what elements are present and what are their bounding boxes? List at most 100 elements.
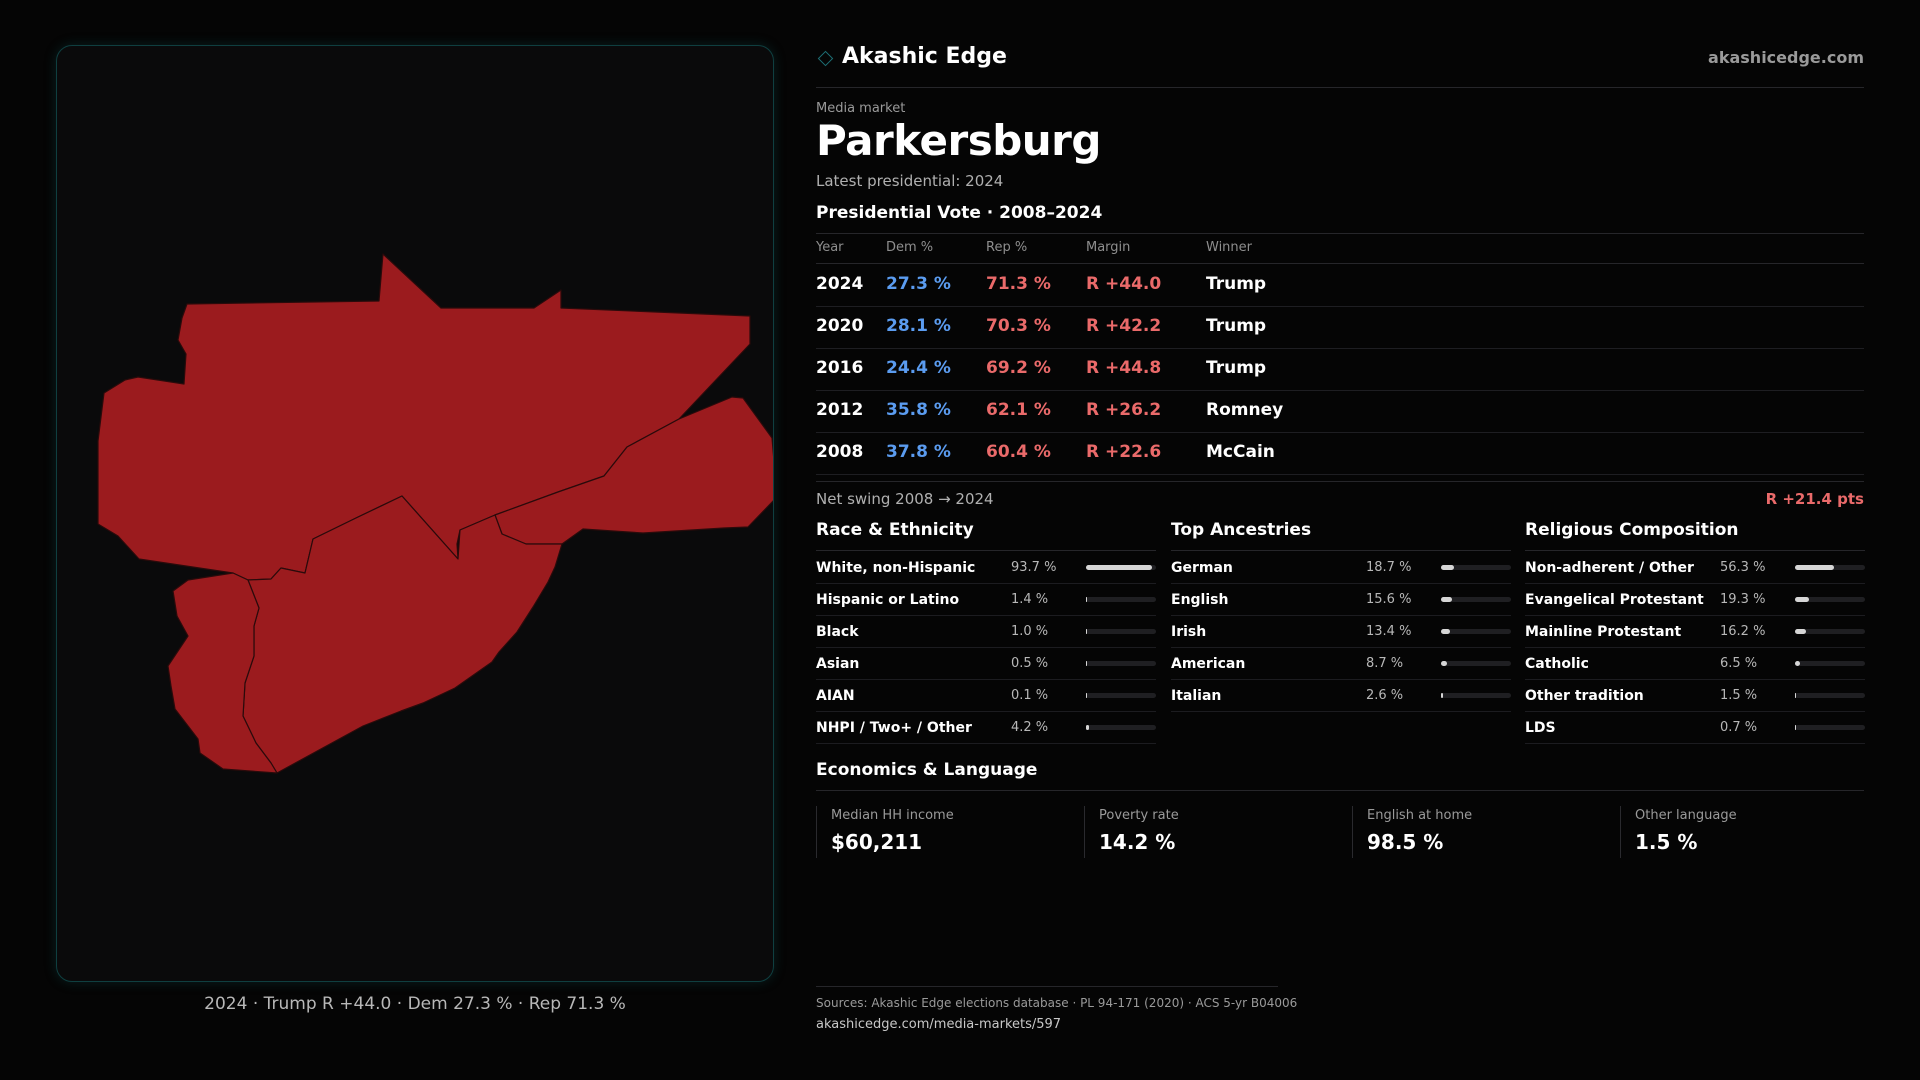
bar-track bbox=[1795, 661, 1865, 666]
econ-stat-other-language: Other language 1.5 % bbox=[1620, 806, 1871, 858]
religion-label: Non-adherent / Other bbox=[1525, 560, 1694, 576]
vote-header-year: Year bbox=[816, 240, 844, 255]
bar-fill bbox=[1795, 629, 1807, 634]
religion-value: 1.5 % bbox=[1720, 688, 1758, 703]
vote-winner: Trump bbox=[1206, 274, 1267, 294]
bar-track bbox=[1441, 597, 1511, 602]
religion-value: 19.3 % bbox=[1720, 592, 1766, 607]
bar-fill bbox=[1086, 597, 1087, 602]
bar-fill bbox=[1795, 565, 1835, 570]
race-section-title: Race & Ethnicity bbox=[816, 520, 974, 540]
ancestry-value: 18.7 % bbox=[1366, 560, 1412, 575]
vote-rep: 69.2 % bbox=[986, 358, 1051, 378]
list-item: English 15.6 % bbox=[1171, 583, 1511, 616]
race-label: Asian bbox=[816, 656, 860, 672]
list-item: American 8.7 % bbox=[1171, 647, 1511, 680]
table-row: 2012 35.8 % 62.1 % R +26.2 Romney bbox=[816, 390, 1864, 433]
bar-fill bbox=[1795, 661, 1800, 666]
bar-track bbox=[1086, 629, 1156, 634]
religion-value: 56.3 % bbox=[1720, 560, 1766, 575]
economics-section-title: Economics & Language bbox=[816, 760, 1038, 780]
race-value: 4.2 % bbox=[1011, 720, 1049, 735]
sources-note: Sources: Akashic Edge elections database… bbox=[816, 996, 1298, 1010]
map-caption: 2024 · Trump R +44.0 · Dem 27.3 % · Rep … bbox=[204, 994, 626, 1014]
vote-section-title: Presidential Vote · 2008–2024 bbox=[816, 203, 1103, 223]
vote-dem: 27.3 % bbox=[886, 274, 951, 294]
list-item: NHPI / Two+ / Other 4.2 % bbox=[816, 711, 1156, 744]
vote-margin: R +22.6 bbox=[1086, 442, 1162, 462]
vote-winner: Trump bbox=[1206, 316, 1267, 336]
ancestry-label: German bbox=[1171, 560, 1233, 576]
ancestry-label: American bbox=[1171, 656, 1246, 672]
vote-dem: 28.1 % bbox=[886, 316, 951, 336]
ancestry-value: 8.7 % bbox=[1366, 656, 1404, 671]
brand-name[interactable]: Akashic Edge bbox=[842, 44, 1007, 69]
list-item: Other tradition 1.5 % bbox=[1525, 679, 1865, 712]
religion-label: Catholic bbox=[1525, 656, 1589, 672]
race-value: 1.4 % bbox=[1011, 592, 1049, 607]
race-value: 93.7 % bbox=[1011, 560, 1057, 575]
econ-label: English at home bbox=[1367, 808, 1473, 823]
bar-track bbox=[1795, 725, 1865, 730]
vote-margin: R +42.2 bbox=[1086, 316, 1162, 336]
econ-value: $60,211 bbox=[831, 830, 923, 854]
vote-header-winner: Winner bbox=[1206, 240, 1253, 255]
bar-track bbox=[1441, 565, 1511, 570]
bar-track bbox=[1086, 565, 1156, 570]
bar-track bbox=[1086, 597, 1156, 602]
ancestry-label: English bbox=[1171, 592, 1229, 608]
vote-year: 2020 bbox=[816, 316, 864, 336]
bar-fill bbox=[1441, 693, 1443, 698]
footer-divider bbox=[816, 986, 1278, 987]
bar-fill bbox=[1441, 661, 1448, 666]
religion-label: LDS bbox=[1525, 720, 1556, 736]
vote-margin: R +44.8 bbox=[1086, 358, 1162, 378]
bar-track bbox=[1441, 661, 1511, 666]
net-swing-label: Net swing 2008 → 2024 bbox=[816, 490, 994, 508]
vote-year: 2012 bbox=[816, 400, 864, 420]
bar-fill bbox=[1086, 629, 1087, 634]
vote-header-rep: Rep % bbox=[986, 240, 1028, 255]
vote-year: 2008 bbox=[816, 442, 864, 462]
map-county-southwest[interactable] bbox=[167, 572, 278, 774]
bar-track bbox=[1795, 693, 1865, 698]
list-item: AIAN 0.1 % bbox=[816, 679, 1156, 712]
list-item: Asian 0.5 % bbox=[816, 647, 1156, 680]
map-county-east[interactable] bbox=[494, 396, 774, 545]
bar-fill bbox=[1086, 565, 1152, 570]
religion-label: Mainline Protestant bbox=[1525, 624, 1682, 640]
race-value: 1.0 % bbox=[1011, 624, 1049, 639]
bar-fill bbox=[1441, 597, 1452, 602]
vote-header-margin: Margin bbox=[1086, 240, 1131, 255]
vote-header-divider bbox=[816, 263, 1864, 264]
ancestry-section-title: Top Ancestries bbox=[1171, 520, 1312, 540]
vote-dem: 35.8 % bbox=[886, 400, 951, 420]
religion-label: Other tradition bbox=[1525, 688, 1644, 704]
list-item: Hispanic or Latino 1.4 % bbox=[816, 583, 1156, 616]
brand-header: Akashic Edge akashicedge.com bbox=[816, 44, 1864, 74]
bar-track bbox=[1086, 725, 1156, 730]
list-item: Black 1.0 % bbox=[816, 615, 1156, 648]
econ-stat-english: English at home 98.5 % bbox=[1352, 806, 1603, 858]
brand-url-link[interactable]: akashicedge.com bbox=[1708, 48, 1864, 67]
table-row: 2020 28.1 % 70.3 % R +42.2 Trump bbox=[816, 306, 1864, 349]
vote-header-dem: Dem % bbox=[886, 240, 934, 255]
econ-value: 14.2 % bbox=[1099, 830, 1176, 854]
county-map[interactable] bbox=[57, 46, 774, 982]
vote-winner: McCain bbox=[1206, 442, 1275, 462]
diamond-logo-icon bbox=[817, 50, 834, 67]
bar-track bbox=[1441, 629, 1511, 634]
bar-track bbox=[1441, 693, 1511, 698]
race-value: 0.5 % bbox=[1011, 656, 1049, 671]
vote-margin: R +44.0 bbox=[1086, 274, 1162, 294]
latest-presidential: Latest presidential: 2024 bbox=[816, 172, 1004, 190]
vote-rep: 60.4 % bbox=[986, 442, 1051, 462]
economics-title-divider bbox=[816, 790, 1864, 791]
source-url-link[interactable]: akashicedge.com/media-markets/597 bbox=[816, 1017, 1062, 1032]
race-label: Black bbox=[816, 624, 859, 640]
list-item: Italian 2.6 % bbox=[1171, 679, 1511, 712]
vote-rep: 62.1 % bbox=[986, 400, 1051, 420]
map-panel bbox=[56, 45, 774, 982]
econ-value: 98.5 % bbox=[1367, 830, 1444, 854]
vote-dem: 37.8 % bbox=[886, 442, 951, 462]
